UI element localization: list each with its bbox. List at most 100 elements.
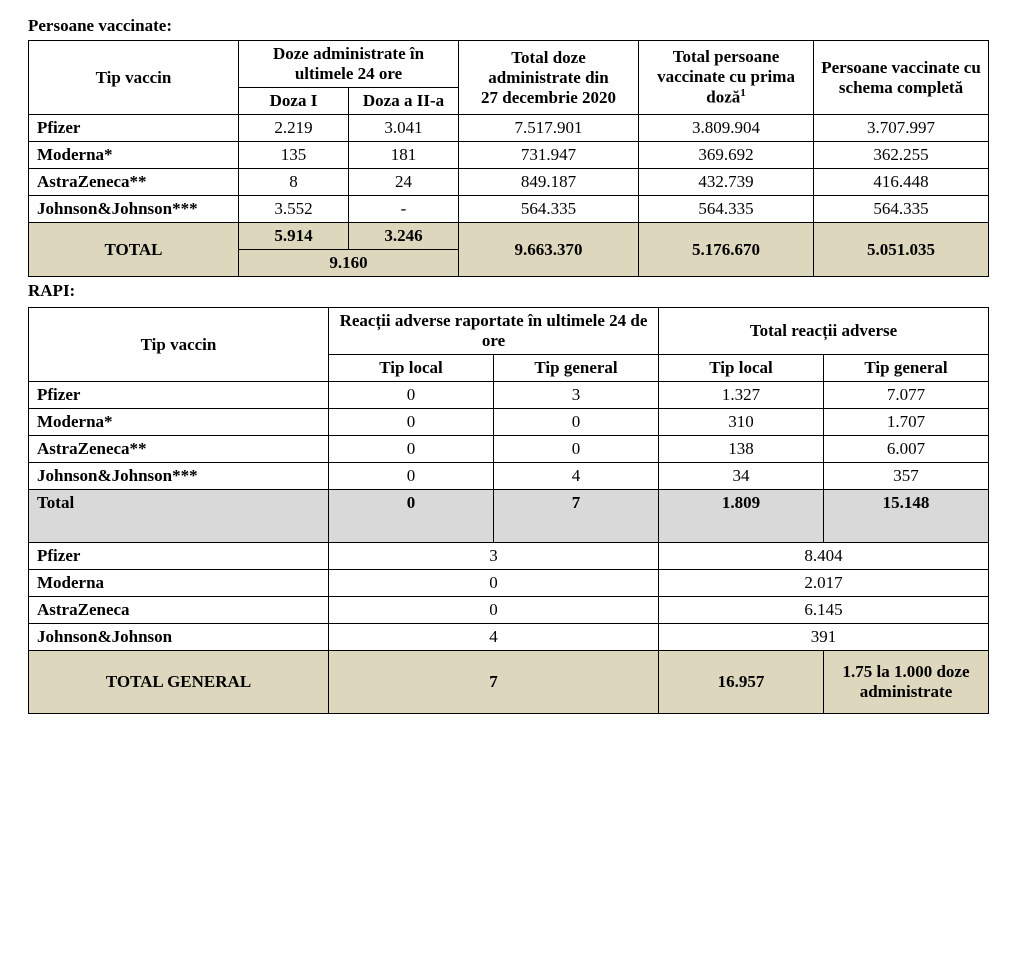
hdr-vaccine-type: Tip vaccin (29, 308, 329, 382)
hdr-first-dose: Total persoane vaccinate cu prima doză1 (639, 41, 814, 115)
cell-name: Johnson&Johnson*** (29, 463, 329, 490)
cell-lt: 138 (659, 436, 824, 463)
table-row: Pfizer 0 3 1.327 7.077 (29, 382, 989, 409)
hdr-complete: Persoane vaccinate cu schema completă (814, 41, 989, 115)
cell-complete: 416.448 (814, 169, 989, 196)
cell-gt: 1.707 (824, 409, 989, 436)
cell-name: Pfizer (29, 115, 239, 142)
cell-c24: 0 (329, 570, 659, 597)
cell-total: 564.335 (459, 196, 639, 223)
cell-d1: 3.552 (239, 196, 349, 223)
cell-ct: 8.404 (659, 543, 989, 570)
hdr-dose1: Doza I (239, 88, 349, 115)
table-row: Moderna* 135 181 731.947 369.692 362.255 (29, 142, 989, 169)
section2-title: RAPI: (28, 281, 996, 301)
hdr-total-doses: Total doze administrate din 27 decembrie… (459, 41, 639, 115)
cell-complete: 362.255 (814, 142, 989, 169)
cell-first: 432.739 (639, 169, 814, 196)
cell-name: Pfizer (29, 543, 329, 570)
cell-c24: 3 (329, 543, 659, 570)
cell-d2: 181 (349, 142, 459, 169)
cell-d1: 2.219 (239, 115, 349, 142)
table-row: AstraZeneca** 8 24 849.187 432.739 416.4… (29, 169, 989, 196)
cell-name: AstraZeneca (29, 597, 329, 624)
cell-lt: 310 (659, 409, 824, 436)
total-sum: 9.160 (239, 250, 459, 277)
grand-total-row: TOTAL GENERAL 7 16.957 1.75 la 1.000 doz… (29, 651, 989, 714)
cell-lt: 34 (659, 463, 824, 490)
cell-g24: 0 (494, 436, 659, 463)
hdr-dose2: Doza a II-a (349, 88, 459, 115)
total-d2: 3.246 (349, 223, 459, 250)
cell-first: 564.335 (639, 196, 814, 223)
cell-l24: 0 (329, 409, 494, 436)
grand-ct: 16.957 (659, 651, 824, 714)
cell-total: 849.187 (459, 169, 639, 196)
cell-d2: 3.041 (349, 115, 459, 142)
cell-d1: 135 (239, 142, 349, 169)
cell-name: Johnson&Johnson (29, 624, 329, 651)
cell-l24: 0 (329, 463, 494, 490)
hdr-adverse-24h: Reacții adverse raportate în ultimele 24… (329, 308, 659, 355)
cell-g24: 3 (494, 382, 659, 409)
cell-ct: 391 (659, 624, 989, 651)
subtotal-row: Total 0 7 1.809 15.148 (29, 490, 989, 543)
cell-total: 731.947 (459, 142, 639, 169)
subtotal-g24: 7 (494, 490, 659, 543)
cell-c24: 4 (329, 624, 659, 651)
header-row-1: Tip vaccin Doze administrate în ultimele… (29, 41, 989, 88)
combined-row: Moderna 0 2.017 (29, 570, 989, 597)
cell-name: Moderna* (29, 409, 329, 436)
cell-name: Moderna (29, 570, 329, 597)
section1-title: Persoane vaccinate: (28, 16, 996, 36)
grand-c24: 7 (329, 651, 659, 714)
cell-l24: 0 (329, 382, 494, 409)
cell-g24: 0 (494, 409, 659, 436)
hdr-first-dose-sup: 1 (740, 87, 746, 99)
cell-name: Johnson&Johnson*** (29, 196, 239, 223)
cell-d2: 24 (349, 169, 459, 196)
cell-name: AstraZeneca** (29, 169, 239, 196)
cell-first: 369.692 (639, 142, 814, 169)
combined-row: Pfizer 3 8.404 (29, 543, 989, 570)
cell-total: 7.517.901 (459, 115, 639, 142)
total-row-1: TOTAL 5.914 3.246 9.663.370 5.176.670 5.… (29, 223, 989, 250)
cell-name: Moderna* (29, 142, 239, 169)
cell-gt: 357 (824, 463, 989, 490)
hdr-vaccine-type: Tip vaccin (29, 41, 239, 115)
cell-g24: 4 (494, 463, 659, 490)
cell-gt: 6.007 (824, 436, 989, 463)
hdr-adverse-total: Total reacții adverse (659, 308, 989, 355)
cell-first: 3.809.904 (639, 115, 814, 142)
vaccinated-table: Tip vaccin Doze administrate în ultimele… (28, 40, 989, 277)
total-d1: 5.914 (239, 223, 349, 250)
total-first: 5.176.670 (639, 223, 814, 277)
total-label: TOTAL (29, 223, 239, 277)
cell-c24: 0 (329, 597, 659, 624)
grand-rate: 1.75 la 1.000 doze administrate (824, 651, 989, 714)
subtotal-label: Total (29, 490, 329, 543)
hdr-total-doses-text: Total doze administrate din (488, 48, 608, 87)
cell-name: Pfizer (29, 382, 329, 409)
subtotal-lt: 1.809 (659, 490, 824, 543)
cell-l24: 0 (329, 436, 494, 463)
cell-ct: 2.017 (659, 570, 989, 597)
cell-complete: 3.707.997 (814, 115, 989, 142)
table-row: Johnson&Johnson*** 0 4 34 357 (29, 463, 989, 490)
table-row: AstraZeneca** 0 0 138 6.007 (29, 436, 989, 463)
cell-name: AstraZeneca** (29, 436, 329, 463)
hdr-local-total: Tip local (659, 355, 824, 382)
table-row: Moderna* 0 0 310 1.707 (29, 409, 989, 436)
total-total: 9.663.370 (459, 223, 639, 277)
combined-row: AstraZeneca 0 6.145 (29, 597, 989, 624)
grand-label: TOTAL GENERAL (29, 651, 329, 714)
hdr-doses-24h: Doze administrate în ultimele 24 ore (239, 41, 459, 88)
cell-d2: - (349, 196, 459, 223)
cell-ct: 6.145 (659, 597, 989, 624)
subtotal-l24: 0 (329, 490, 494, 543)
total-complete: 5.051.035 (814, 223, 989, 277)
hdr-total-doses-date: 27 decembrie 2020 (481, 88, 616, 107)
rapi-header-row-1: Tip vaccin Reacții adverse raportate în … (29, 308, 989, 355)
hdr-general-24h: Tip general (494, 355, 659, 382)
cell-complete: 564.335 (814, 196, 989, 223)
